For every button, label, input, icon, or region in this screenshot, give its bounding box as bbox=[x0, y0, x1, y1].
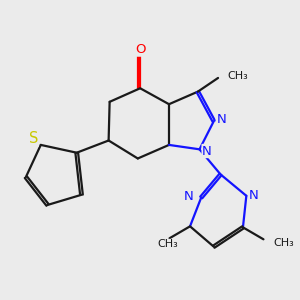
Text: CH₃: CH₃ bbox=[273, 238, 294, 248]
Text: N: N bbox=[249, 189, 259, 202]
Text: N: N bbox=[184, 190, 194, 203]
Text: S: S bbox=[28, 131, 38, 146]
Text: N: N bbox=[202, 145, 212, 158]
Text: N: N bbox=[216, 113, 226, 126]
Text: O: O bbox=[135, 43, 146, 56]
Text: CH₃: CH₃ bbox=[158, 239, 178, 249]
Text: CH₃: CH₃ bbox=[227, 71, 248, 81]
